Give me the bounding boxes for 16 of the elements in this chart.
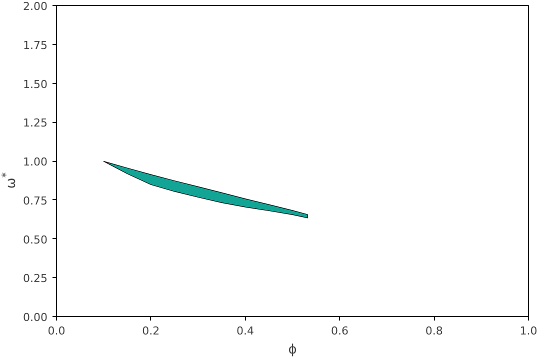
x-tick-label: 1.0 <box>520 324 538 338</box>
x-tick-label: 0.0 <box>48 324 66 338</box>
y-tick-label: 1.25 <box>23 116 48 130</box>
y-tick-label: 1.50 <box>23 78 48 91</box>
x-tick-label: 0.4 <box>236 324 254 338</box>
y-tick-label: 0.75 <box>23 194 48 208</box>
y-tick-label: 0.25 <box>23 272 48 286</box>
x-axis-title: ϕ <box>288 342 297 358</box>
y-tick-label: 2.00 <box>23 0 48 13</box>
y-tick-label: 0.50 <box>23 233 48 246</box>
y-tick-label: 0.00 <box>23 311 48 324</box>
x-tick-label: 0.2 <box>142 324 160 338</box>
y-tick-label: 1.00 <box>23 156 48 168</box>
x-tick-label: 0.8 <box>425 324 443 338</box>
y-tick-label: 1.75 <box>23 38 48 52</box>
x-tick-label: 0.6 <box>330 324 348 338</box>
